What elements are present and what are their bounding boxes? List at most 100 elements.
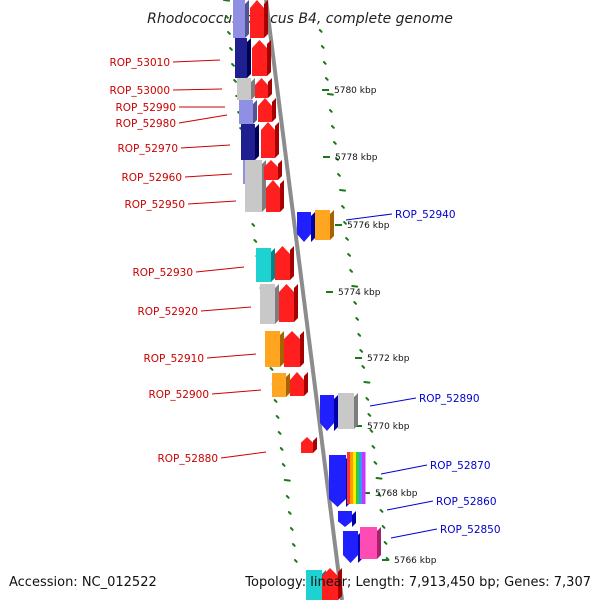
scale-tick <box>251 223 256 227</box>
scale-tick <box>269 367 274 371</box>
gene-block-side <box>352 511 356 527</box>
scale-tick <box>285 495 290 499</box>
gene-leader-line <box>178 114 228 124</box>
gene-layer <box>233 0 381 600</box>
map-title: Rhodococcus opacus B4, complete genome <box>147 11 453 27</box>
gene-label-right[interactable]: ROP_52860 <box>436 496 497 508</box>
genome-backbone <box>264 0 344 600</box>
gene-arrow-forward <box>255 78 268 98</box>
scale-tick <box>377 493 382 497</box>
gene-label-left[interactable]: ROP_52900 <box>148 389 209 401</box>
gene-leader-line <box>390 528 438 539</box>
gene-block-side <box>247 38 251 78</box>
gene-block-side <box>251 78 255 100</box>
scale-tick <box>275 415 280 419</box>
gene-label-left[interactable]: ROP_52960 <box>121 172 182 184</box>
scale-tick <box>381 525 386 529</box>
scale-tick <box>349 269 353 273</box>
accession-text: Accession: NC_012522 <box>9 575 157 590</box>
gene-leader-line <box>180 144 231 149</box>
gene-arrow-forward <box>250 0 264 38</box>
gene-block-side <box>304 372 308 396</box>
gene-label-right[interactable]: ROP_52850 <box>440 524 501 536</box>
scale-tick <box>353 301 358 305</box>
scale-tick <box>283 479 291 482</box>
gene-block <box>245 160 262 212</box>
gene-block-side <box>264 0 268 38</box>
gene-block-side <box>330 210 334 240</box>
gene-label-left[interactable]: ROP_52910 <box>143 353 204 365</box>
scale-tick <box>359 349 364 353</box>
gene-arrow-reverse <box>297 212 311 242</box>
gene-block-stripe <box>362 452 366 504</box>
gene-block <box>260 284 275 324</box>
gene-block-side <box>280 331 284 367</box>
gene-label-right[interactable]: ROP_52870 <box>430 460 491 472</box>
gene-leader-line <box>380 464 428 475</box>
gene-leader-line <box>220 451 267 459</box>
scale-tick <box>322 61 327 65</box>
gene-label-right[interactable]: ROP_52890 <box>419 393 480 405</box>
gene-leader-line <box>187 200 237 205</box>
gene-block-stripe <box>347 452 351 504</box>
gene-label-right[interactable]: ROP_52940 <box>395 209 456 221</box>
gene-block-side <box>300 331 304 367</box>
scale-tick <box>343 221 347 225</box>
gene-block-side <box>278 160 282 180</box>
gene-block <box>315 210 330 240</box>
scale-label: 5778 kbp <box>335 153 378 163</box>
gene-block-side <box>275 284 279 324</box>
gene-arrow-forward <box>279 284 294 322</box>
gene-label-left[interactable]: ROP_52930 <box>132 267 193 279</box>
gene-block-side <box>271 248 275 282</box>
gene-arrow-forward <box>252 40 267 76</box>
gene-block-side <box>255 124 259 160</box>
scale-tick <box>289 527 294 531</box>
scale-label: 5766 kbp <box>394 556 437 566</box>
scale-tick <box>351 285 359 288</box>
gene-label-left[interactable]: ROP_52980 <box>115 118 176 130</box>
gene-leader-line <box>172 59 221 63</box>
gene-block-side <box>280 180 284 212</box>
scale-tick <box>332 141 337 145</box>
scale-tick <box>293 559 298 563</box>
gene-block <box>237 78 251 100</box>
gene-arrow-reverse <box>320 395 334 431</box>
gene-leader-line <box>211 389 262 395</box>
gene-label-left[interactable]: ROP_52950 <box>124 199 185 211</box>
gene-block <box>306 570 322 600</box>
scale-label: 5776 kbp <box>347 221 390 231</box>
gene-block-side <box>268 78 272 98</box>
gene-block <box>239 100 253 124</box>
gene-block-side <box>272 98 276 122</box>
scale-tick <box>231 63 235 67</box>
gene-block-side <box>311 212 315 242</box>
gene-block <box>256 248 271 282</box>
gene-label-left[interactable]: ROP_52880 <box>157 453 218 465</box>
gene-block-side <box>275 122 279 158</box>
scale-tick <box>341 205 345 209</box>
scale-tick <box>383 541 388 545</box>
gene-block-side <box>377 527 381 559</box>
gene-leader-line <box>184 173 233 178</box>
gene-block <box>272 373 286 397</box>
gene-label-left[interactable]: ROP_53000 <box>109 85 170 97</box>
scale-tick <box>345 237 349 241</box>
gene-block <box>241 124 255 160</box>
gene-block <box>233 0 245 38</box>
scale-tick <box>335 157 339 161</box>
scale-tick <box>277 431 282 435</box>
genome-summary-text: Topology: linear; Length: 7,913,450 bp; … <box>244 575 591 590</box>
gene-label-left[interactable]: ROP_53010 <box>109 57 170 69</box>
scale-tick <box>253 239 258 243</box>
gene-label-left[interactable]: ROP_52990 <box>115 102 176 114</box>
gene-label-left[interactable]: ROP_52970 <box>117 143 178 155</box>
gene-label-left[interactable]: ROP_52920 <box>137 306 198 318</box>
scale-tick <box>330 125 335 129</box>
scale-tick <box>233 79 237 83</box>
scale-tick <box>337 173 341 177</box>
gene-block-stripe <box>353 452 357 504</box>
scale-label: 5774 kbp <box>338 288 381 298</box>
scale-tick <box>279 447 284 451</box>
